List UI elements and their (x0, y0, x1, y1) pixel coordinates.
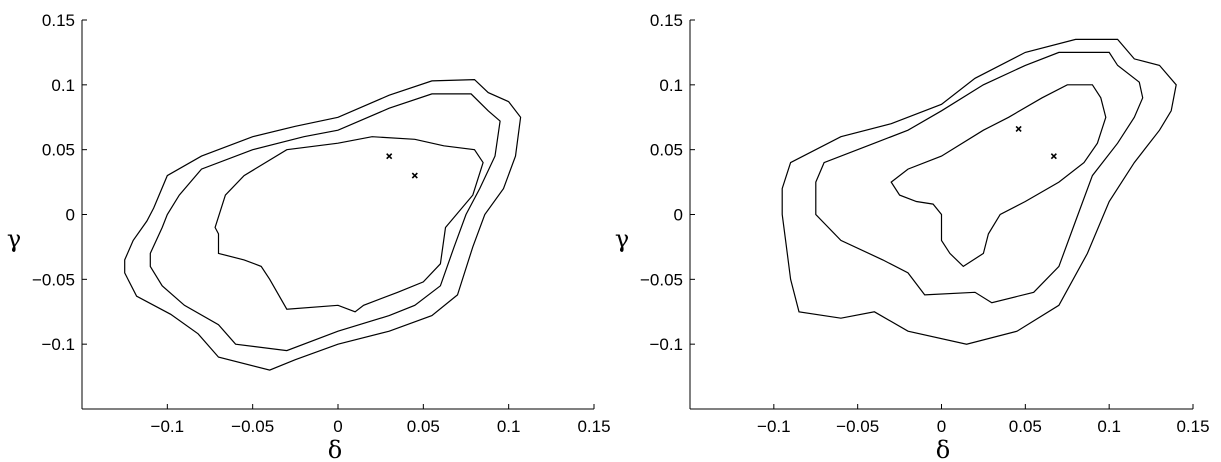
y-tick-label: −0.1 (41, 335, 75, 354)
y-tick-label: 0.05 (42, 141, 75, 160)
contour-line-1 (781, 38, 1177, 345)
y-tick-label: −0.05 (32, 270, 75, 289)
x-tick-label: 0 (937, 417, 946, 436)
y-axis-label: γ (7, 225, 21, 253)
marker-stroke (386, 153, 393, 160)
x-axis-label: δ (328, 436, 342, 462)
y-tick-label: 0 (674, 206, 683, 225)
x-tick-label: 0.1 (1097, 417, 1121, 436)
x-tick-label: −0.1 (757, 417, 791, 436)
y-tick-label: 0.1 (51, 76, 75, 95)
marker-stroke (1050, 153, 1057, 160)
left-panel: −0.1 −0.05 0 0.05 0.1 0.15 −0.1 −0.05 0 0.05 0.1 0.… (7, 11, 611, 462)
marker-stroke (1015, 125, 1022, 132)
x-axis-label: δ (936, 436, 950, 462)
x-tick-label: 0.05 (407, 417, 440, 436)
marker-point (411, 172, 418, 179)
contour-line-2 (815, 51, 1144, 304)
y-axis-label: γ (615, 225, 629, 253)
marker-point (1015, 125, 1022, 132)
marker-stroke (411, 172, 418, 179)
x-tick-label: −0.1 (151, 417, 185, 436)
right-panel: −0.1 −0.05 0 0.05 0.1 0.15 −0.1 −0.05 0 0.05 0.1 0.… (615, 11, 1210, 462)
marker-point (386, 153, 393, 160)
x-tick-label: −0.05 (836, 417, 879, 436)
y-tick-label: 0.15 (650, 11, 683, 30)
y-tick-label: −0.05 (640, 270, 683, 289)
marker-point (1050, 153, 1057, 160)
contour-line-3 (890, 84, 1107, 268)
x-tick-label: 0.1 (497, 417, 521, 436)
x-tick-label: −0.05 (231, 417, 274, 436)
contour-line-3 (214, 136, 484, 313)
y-tick-label: 0.15 (42, 11, 75, 30)
x-tick-label: 0 (333, 417, 342, 436)
y-tick-label: −0.1 (649, 335, 683, 354)
y-tick-label: 0 (66, 206, 75, 225)
contour-line-1 (124, 78, 522, 371)
y-tick-label: 0.05 (650, 141, 683, 160)
x-tick-label: 0.15 (577, 417, 610, 436)
x-tick-label: 0.15 (1176, 417, 1209, 436)
y-tick-label: 0.1 (659, 76, 683, 95)
contour-line-2 (149, 93, 501, 352)
x-tick-label: 0.05 (1009, 417, 1042, 436)
